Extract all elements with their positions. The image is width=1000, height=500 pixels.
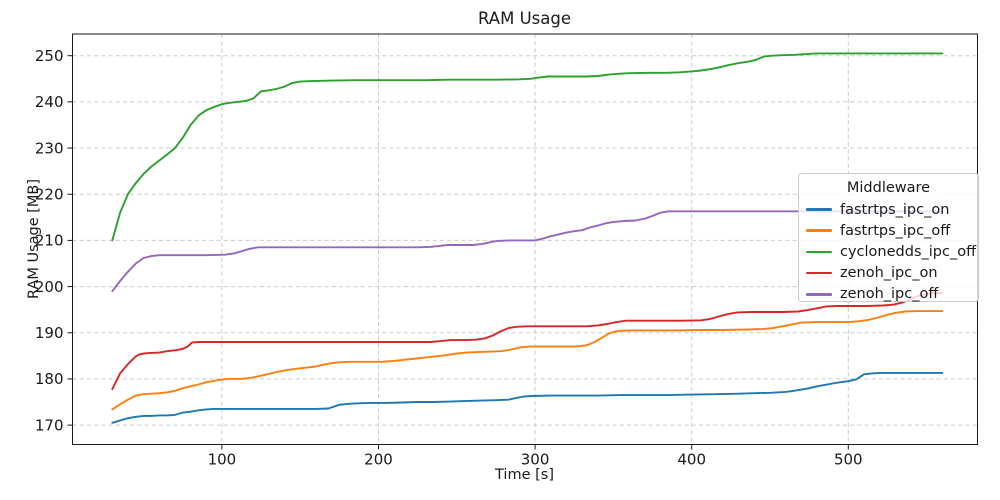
- y-tick-label: 250: [35, 47, 64, 65]
- series-line-fastrtps_ipc_on: [111, 371, 944, 424]
- legend-label: cyclonedds_ipc_off: [840, 243, 977, 260]
- legend-item-zenoh_ipc_on: zenoh_ipc_on: [799, 263, 978, 284]
- x-axis-label: Time [s]: [495, 467, 554, 483]
- legend-item-zenoh_ipc_off: zenoh_ipc_off: [799, 284, 978, 305]
- x-tick-label: 300: [521, 451, 550, 469]
- legend-item-fastrtps_ipc_on: fastrtps_ipc_on: [799, 199, 978, 220]
- chart-title: RAM Usage: [478, 9, 571, 28]
- y-tick-label: 190: [35, 324, 64, 342]
- y-tick-label: 180: [35, 370, 64, 388]
- legend-label: zenoh_ipc_off: [840, 286, 939, 303]
- ticks: [67, 55, 849, 450]
- series-line-fastrtps_ipc_off: [111, 310, 944, 411]
- x-tick-label: 100: [208, 451, 237, 469]
- x-tick-label: 400: [677, 451, 706, 469]
- legend-swatch-fastrtps_ipc_off: [806, 229, 832, 233]
- legend-swatch-zenoh_ipc_on: [806, 271, 832, 275]
- y-tick-label: 240: [35, 93, 64, 111]
- y-tick-label: 200: [35, 278, 64, 296]
- x-tick-label: 200: [364, 451, 393, 469]
- y-axis-label: RAM Usage [MB]: [26, 178, 42, 300]
- x-tick-label: 500: [834, 451, 863, 469]
- series-group: [111, 52, 944, 424]
- series-line-zenoh_ipc_on: [111, 292, 944, 391]
- legend-label: zenoh_ipc_on: [840, 265, 938, 282]
- series-line-cyclonedds_ipc_off: [111, 52, 944, 242]
- legend-swatch-cyclonedds_ipc_off: [806, 250, 832, 254]
- legend-item-cyclonedds_ipc_off: cyclonedds_ipc_off: [799, 241, 978, 262]
- legend-title: Middleware: [846, 180, 931, 196]
- legend-item-fastrtps_ipc_off: fastrtps_ipc_off: [799, 220, 978, 241]
- y-tick-label: 210: [35, 232, 64, 250]
- legend-label: fastrtps_ipc_off: [840, 222, 951, 239]
- legend-rows: fastrtps_ipc_on fastrtps_ipc_off cyclonedd…: [799, 199, 978, 305]
- y-tick-label: 220: [35, 185, 64, 203]
- series-line-zenoh_ipc_off: [111, 210, 944, 293]
- tick-labels: 100 200 300 400 500 170 180 190 200 210 220 230 240 2…: [35, 47, 863, 469]
- y-tick-label: 230: [35, 139, 64, 157]
- legend-swatch-zenoh_ipc_off: [806, 293, 832, 296]
- legend-label: fastrtps_ipc_on: [840, 201, 950, 218]
- legend: Middleware fastrtps_ipc_on fastrtps_ipc_o…: [798, 173, 979, 302]
- legend-swatch-fastrtps_ipc_on: [806, 208, 832, 211]
- y-tick-label: 170: [35, 416, 64, 434]
